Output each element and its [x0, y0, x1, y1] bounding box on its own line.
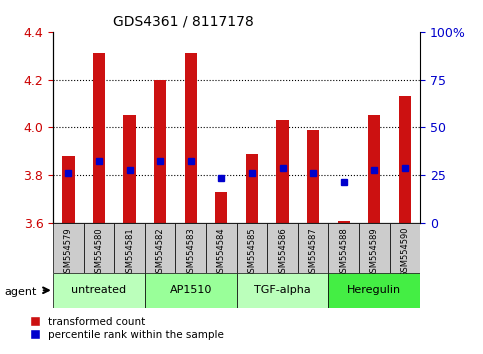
Bar: [53, 273, 145, 308]
Bar: [399, 96, 411, 223]
Text: GSM554582: GSM554582: [156, 227, 165, 278]
Text: GSM554585: GSM554585: [247, 227, 256, 278]
Legend: transformed count, percentile rank within the sample: transformed count, percentile rank withi…: [29, 317, 224, 340]
Text: GSM554586: GSM554586: [278, 227, 287, 278]
Bar: [390, 223, 420, 273]
Text: AP1510: AP1510: [170, 285, 212, 295]
Bar: [276, 120, 289, 223]
Bar: [84, 223, 114, 273]
Text: GDS4361 / 8117178: GDS4361 / 8117178: [113, 14, 254, 28]
Text: untreated: untreated: [71, 285, 127, 295]
Text: GSM554587: GSM554587: [309, 227, 318, 278]
Bar: [124, 115, 136, 223]
Bar: [53, 223, 84, 273]
Text: GSM554581: GSM554581: [125, 227, 134, 278]
Bar: [185, 53, 197, 223]
Text: GSM554584: GSM554584: [217, 227, 226, 278]
Text: GSM554580: GSM554580: [95, 227, 103, 278]
Bar: [215, 192, 227, 223]
Text: GSM554589: GSM554589: [370, 227, 379, 278]
Bar: [237, 273, 328, 308]
Bar: [206, 223, 237, 273]
Bar: [145, 273, 237, 308]
Bar: [93, 53, 105, 223]
Text: GSM554583: GSM554583: [186, 227, 195, 278]
Bar: [307, 130, 319, 223]
Bar: [237, 223, 267, 273]
Text: GSM554579: GSM554579: [64, 227, 73, 278]
Bar: [359, 223, 390, 273]
Text: Heregulin: Heregulin: [347, 285, 401, 295]
Bar: [368, 115, 381, 223]
Text: GSM554590: GSM554590: [400, 227, 410, 278]
Bar: [175, 223, 206, 273]
Text: GSM554588: GSM554588: [339, 227, 348, 278]
Bar: [338, 221, 350, 223]
Text: agent: agent: [5, 287, 37, 297]
Bar: [298, 223, 328, 273]
Bar: [145, 223, 175, 273]
Bar: [114, 223, 145, 273]
Bar: [267, 223, 298, 273]
Bar: [62, 156, 74, 223]
Bar: [154, 80, 166, 223]
Bar: [328, 273, 420, 308]
Bar: [246, 154, 258, 223]
Text: TGF-alpha: TGF-alpha: [254, 285, 311, 295]
Bar: [328, 223, 359, 273]
